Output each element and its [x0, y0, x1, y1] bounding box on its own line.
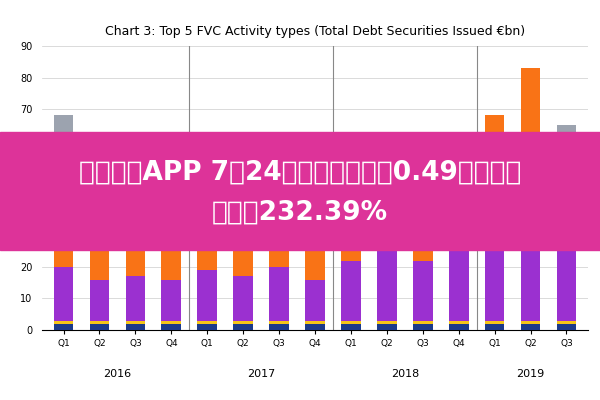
Text: 2016: 2016 [103, 369, 131, 379]
Bar [449, 324, 469, 330]
Bar [125, 324, 145, 330]
Bar [557, 235, 577, 330]
Bar [89, 320, 109, 330]
Bar [269, 156, 289, 330]
Text: 2019: 2019 [517, 369, 545, 379]
Bar [53, 116, 73, 330]
Bar [53, 267, 73, 330]
Bar [341, 320, 361, 330]
Bar [557, 125, 577, 330]
Bar [269, 324, 289, 330]
Bar [161, 141, 181, 330]
Bar [233, 235, 253, 330]
Bar [53, 320, 73, 330]
Bar [161, 320, 181, 330]
Text: 2017: 2017 [247, 369, 275, 379]
Bar [377, 251, 397, 330]
Bar [197, 270, 217, 330]
Bar [305, 172, 325, 330]
Bar [521, 248, 541, 330]
Bar [125, 141, 145, 330]
Bar [521, 68, 541, 330]
Bar [89, 324, 109, 330]
Bar [449, 235, 469, 330]
Bar [485, 324, 505, 330]
Bar [557, 248, 577, 330]
Bar [485, 320, 505, 330]
Bar [233, 324, 253, 330]
Bar [413, 320, 433, 330]
Bar [485, 251, 505, 330]
Bar [557, 320, 577, 330]
Bar [89, 280, 109, 330]
Title: Chart 3: Top 5 FVC Activity types (Total Debt Securities Issued €bn): Chart 3: Top 5 FVC Activity types (Total… [105, 25, 525, 38]
Bar [305, 280, 325, 330]
Bar [233, 276, 253, 330]
Bar [53, 235, 73, 330]
Bar [341, 156, 361, 330]
Bar [197, 324, 217, 330]
Bar [233, 320, 253, 330]
Bar [341, 324, 361, 330]
Bar [125, 242, 145, 330]
Bar [305, 242, 325, 330]
Bar [161, 280, 181, 330]
Bar [521, 320, 541, 330]
Bar [377, 320, 397, 330]
Bar [197, 320, 217, 330]
Bar [449, 320, 469, 330]
Bar [377, 169, 397, 330]
Bar [485, 116, 505, 330]
Bar [341, 260, 361, 330]
Bar [89, 134, 109, 330]
Bar [233, 144, 253, 330]
Text: 2018: 2018 [391, 369, 419, 379]
Bar [341, 150, 361, 330]
Bar [125, 276, 145, 330]
Bar [377, 235, 397, 330]
Bar [125, 320, 145, 330]
Bar [449, 251, 469, 330]
Bar [269, 320, 289, 330]
Bar [413, 260, 433, 330]
Bar [377, 324, 397, 330]
Bar [521, 125, 541, 330]
Bar [413, 324, 433, 330]
Bar [197, 134, 217, 330]
Bar [269, 242, 289, 330]
Bar [161, 324, 181, 330]
Bar [53, 324, 73, 330]
Bar [305, 324, 325, 330]
Bar [485, 141, 505, 330]
Bar [521, 324, 541, 330]
Bar [449, 235, 469, 330]
Text: 炉股投资APP 7月24日芳源转失下践0.49％，转股: 炉股投资APP 7月24日芳源转失下践0.49％，转股 [79, 160, 521, 186]
Bar [197, 242, 217, 330]
Bar [413, 141, 433, 330]
Bar [89, 235, 109, 330]
Bar [305, 320, 325, 330]
Bar [269, 267, 289, 330]
Bar [161, 235, 181, 330]
Bar [413, 235, 433, 330]
Bar [557, 324, 577, 330]
Text: 溢价率232.39%: 溢价率232.39% [212, 200, 388, 226]
